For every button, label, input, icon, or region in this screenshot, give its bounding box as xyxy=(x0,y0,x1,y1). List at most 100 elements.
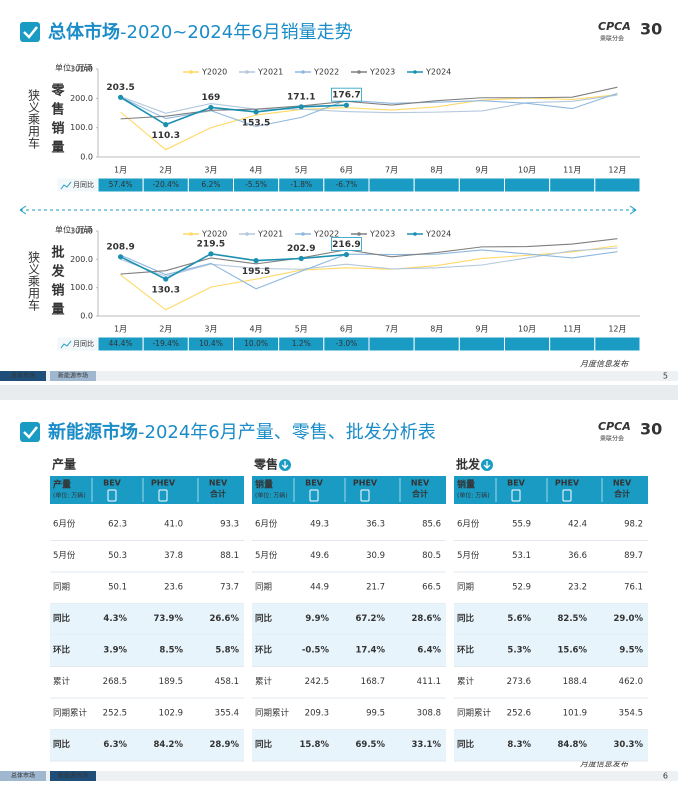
table-header xyxy=(252,476,446,504)
cell: 15.8% xyxy=(300,740,330,750)
value-label: 176.7 xyxy=(332,91,360,101)
chart-title: 批发销量 xyxy=(49,244,66,321)
value-label-box xyxy=(331,237,362,251)
column-icon xyxy=(158,489,168,502)
yoy-value: 1.2% xyxy=(292,339,311,348)
logo: CPCA xyxy=(598,420,631,433)
yoy-cell xyxy=(413,336,460,352)
yoy-value: 57.4% xyxy=(109,180,133,189)
cell: 99.5 xyxy=(366,709,385,719)
cell: 462.0 xyxy=(619,677,643,687)
x-tick-label: 9月 xyxy=(475,325,488,334)
footer-note: 月度信息发布 xyxy=(580,760,629,769)
legend-label: Y2021 xyxy=(257,230,283,239)
table-unit: (单位: 万辆) xyxy=(457,492,490,500)
cell: -0.5% xyxy=(302,646,330,656)
row-label: 累计 xyxy=(457,676,475,687)
slide-title: 新能源市场-2024年6月产量、零售、批发分析表 xyxy=(48,421,436,443)
column-header: BEV xyxy=(305,479,324,488)
cell: 21.7 xyxy=(366,583,385,593)
series-line xyxy=(120,93,618,151)
cell: 37.8 xyxy=(164,551,183,561)
row-label: 同比 xyxy=(457,739,475,750)
cell: 33.1% xyxy=(412,740,442,750)
cell: 268.5 xyxy=(103,677,127,687)
series-line xyxy=(120,96,347,126)
row-label: 6月份 xyxy=(255,519,278,530)
series-marker xyxy=(163,122,169,128)
cell: 209.3 xyxy=(305,709,329,719)
series-line xyxy=(120,86,618,120)
row-label: 同期累计 xyxy=(53,708,88,719)
cell: 30.3% xyxy=(614,740,644,750)
series-line xyxy=(120,238,618,275)
legend-marker xyxy=(189,70,193,74)
row-label: 环比 xyxy=(53,645,71,656)
x-tick-label: 3月 xyxy=(204,166,217,175)
row-label: 同比 xyxy=(53,739,71,750)
logo-sub: 乘联分会 xyxy=(600,35,624,43)
cell: 101.9 xyxy=(563,709,587,719)
cell: 102.9 xyxy=(159,709,183,719)
legend-marker xyxy=(301,70,305,74)
cell: 23.6 xyxy=(164,583,183,593)
x-tick-label: 8月 xyxy=(430,325,443,334)
cell: 189.5 xyxy=(159,677,183,687)
cell: 9.5% xyxy=(619,646,643,656)
cell: 29.0% xyxy=(614,614,644,624)
yoy-cell xyxy=(413,177,460,193)
cell: 50.3 xyxy=(108,551,127,561)
value-label: 219.5 xyxy=(197,239,225,249)
x-tick-label: 4月 xyxy=(250,166,263,175)
x-tick-label: 1月 xyxy=(114,166,127,175)
series-line xyxy=(120,249,618,290)
y-tick-label: 0.0 xyxy=(80,153,93,162)
legend-label: Y2020 xyxy=(201,68,227,77)
x-tick-label: 10月 xyxy=(518,166,536,175)
table-heading: 产量 xyxy=(52,457,76,472)
row-label: 同期 xyxy=(255,583,272,593)
slide-bg xyxy=(0,400,678,788)
x-tick-label: 7月 xyxy=(385,325,398,334)
cell: 30.9 xyxy=(366,551,385,561)
separator-arrows xyxy=(19,205,637,215)
cell: 36.3 xyxy=(366,520,385,530)
yoy-value: -20.4% xyxy=(152,180,179,189)
row-label: 同比 xyxy=(457,613,475,624)
column-header: BEV xyxy=(507,479,526,488)
yoy-cell xyxy=(549,336,596,352)
yoy-value: -1.8% xyxy=(290,180,312,189)
footer-note: 月度信息发布 xyxy=(580,360,629,369)
x-tick-label: 5月 xyxy=(295,166,308,175)
logo-num: 30 xyxy=(640,20,662,39)
cell: 73.9% xyxy=(154,614,184,624)
footer-bar xyxy=(0,371,678,381)
y-tick-label: 300.0 xyxy=(70,65,93,74)
x-tick-label: 12月 xyxy=(608,166,626,175)
row-label: 同期累计 xyxy=(255,708,290,719)
cell: 49.3 xyxy=(310,520,329,530)
series-line xyxy=(120,247,618,277)
row-highlight xyxy=(454,729,648,761)
cell: 82.5% xyxy=(558,614,588,624)
table-header xyxy=(50,476,244,504)
cell: 36.6 xyxy=(568,551,587,561)
value-label: 130.3 xyxy=(152,286,180,296)
cell: 76.1 xyxy=(624,583,643,593)
slide-title: 总体市场-2020~2024年6月销量走势 xyxy=(48,21,353,43)
cell: 6.3% xyxy=(103,740,127,750)
yoy-cell xyxy=(368,336,415,352)
cell: 41.0 xyxy=(164,520,183,530)
cell: 55.9 xyxy=(512,520,531,530)
cell: 188.4 xyxy=(563,677,587,687)
row-label: 同期累计 xyxy=(457,708,492,719)
yoy-value: 10.4% xyxy=(199,339,223,348)
y-tick-label: 100.0 xyxy=(70,123,93,132)
cell: 273.6 xyxy=(507,677,531,687)
row-label: 5月份 xyxy=(53,550,76,561)
cell: 62.3 xyxy=(108,520,127,530)
title-icon xyxy=(20,422,40,442)
series-marker xyxy=(117,94,124,100)
cell: 67.2% xyxy=(356,614,386,624)
row-label: 环比 xyxy=(255,645,273,656)
